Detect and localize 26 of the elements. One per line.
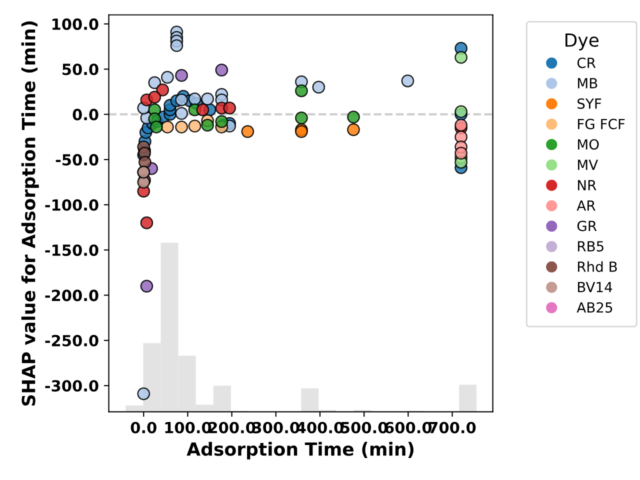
y-tick-label: -50.0 <box>56 154 98 166</box>
x-tick-label: 0.0 <box>130 422 156 434</box>
y-axis-title: SHAP value for Adsorption Time (min) <box>21 21 39 406</box>
legend-label: MO <box>578 139 599 150</box>
legend-label: SYF <box>578 98 602 109</box>
legend-label: MV <box>578 160 598 170</box>
y-tick-label: -150.0 <box>45 244 98 256</box>
legend-label: GR <box>577 220 597 232</box>
legend-label: CR <box>577 58 596 68</box>
legend-label: NR <box>578 180 596 190</box>
legend-label: FG FCF <box>578 118 625 130</box>
legend-title: Dye <box>566 33 598 50</box>
y-tick-label: -100.0 <box>45 199 98 211</box>
y-tick-label: 100.0 <box>52 18 98 30</box>
y-tick-label: 50.0 <box>62 64 98 76</box>
legend-label: AR <box>576 200 596 211</box>
legend-label: RB5 <box>578 241 604 252</box>
y-tick-label: 0.0 <box>72 108 98 120</box>
legend-label: AB25 <box>576 302 612 313</box>
legend-label: MB <box>578 78 598 88</box>
y-tick-label: -300.0 <box>45 380 98 392</box>
y-tick-label: -200.0 <box>45 290 98 302</box>
y-tick-label: -250.0 <box>45 334 98 346</box>
legend-label: Rhd B <box>578 261 617 272</box>
x-axis-title: Adsorption Time (min) <box>186 442 414 460</box>
legend-label: BV14 <box>578 282 612 292</box>
